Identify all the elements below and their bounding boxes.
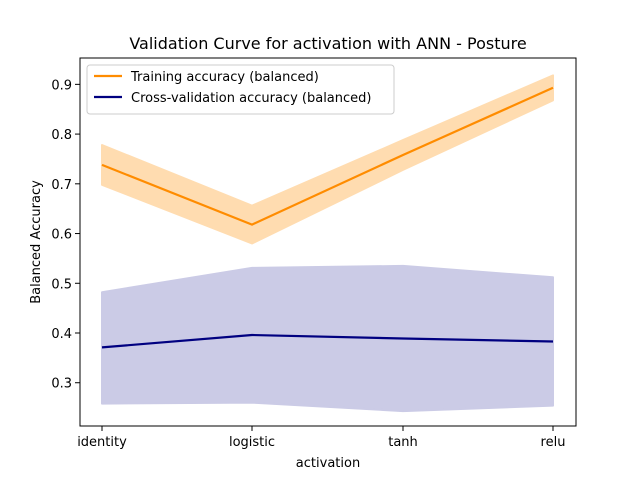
x-axis-ticks: identity logistic tanh relu (77, 426, 565, 450)
x-tick-label-logistic: logistic (229, 435, 275, 450)
y-tick-label-0.5: 0.5 (51, 277, 72, 292)
y-tick-label-0.6: 0.6 (51, 228, 72, 243)
plot-frame (79, 57, 577, 427)
line-training (101, 86, 554, 226)
x-tick-label-relu: relu (541, 435, 566, 450)
band-cross-validation (101, 264, 554, 413)
y-axis-ticks: 0.3 0.4 0.5 0.6 0.7 0.8 0.9 (51, 78, 80, 392)
x-tick-label-tanh: tanh (388, 435, 418, 450)
confidence-bands (101, 74, 554, 413)
legend: Training accuracy (balanced) Cross-valid… (86, 64, 395, 115)
y-tick-label-0.3: 0.3 (51, 377, 72, 392)
y-axis-title: Balanced Accuracy (29, 180, 44, 304)
y-tick-label-0.7: 0.7 (51, 178, 72, 193)
legend-label-training: Training accuracy (balanced) (130, 70, 319, 85)
chart-title: Validation Curve for activation with ANN… (129, 34, 526, 53)
y-tick-label-0.9: 0.9 (51, 78, 72, 93)
x-tick-label-identity: identity (77, 435, 127, 450)
legend-box (86, 64, 395, 115)
y-tick-label-0.4: 0.4 (51, 327, 72, 342)
band-training (101, 74, 554, 245)
line-cross-validation (101, 333, 554, 349)
series-lines (101, 86, 554, 349)
legend-label-cross-validation: Cross-validation accuracy (balanced) (131, 91, 371, 106)
x-axis-title: activation (296, 456, 360, 471)
y-tick-label-0.8: 0.8 (51, 128, 72, 143)
